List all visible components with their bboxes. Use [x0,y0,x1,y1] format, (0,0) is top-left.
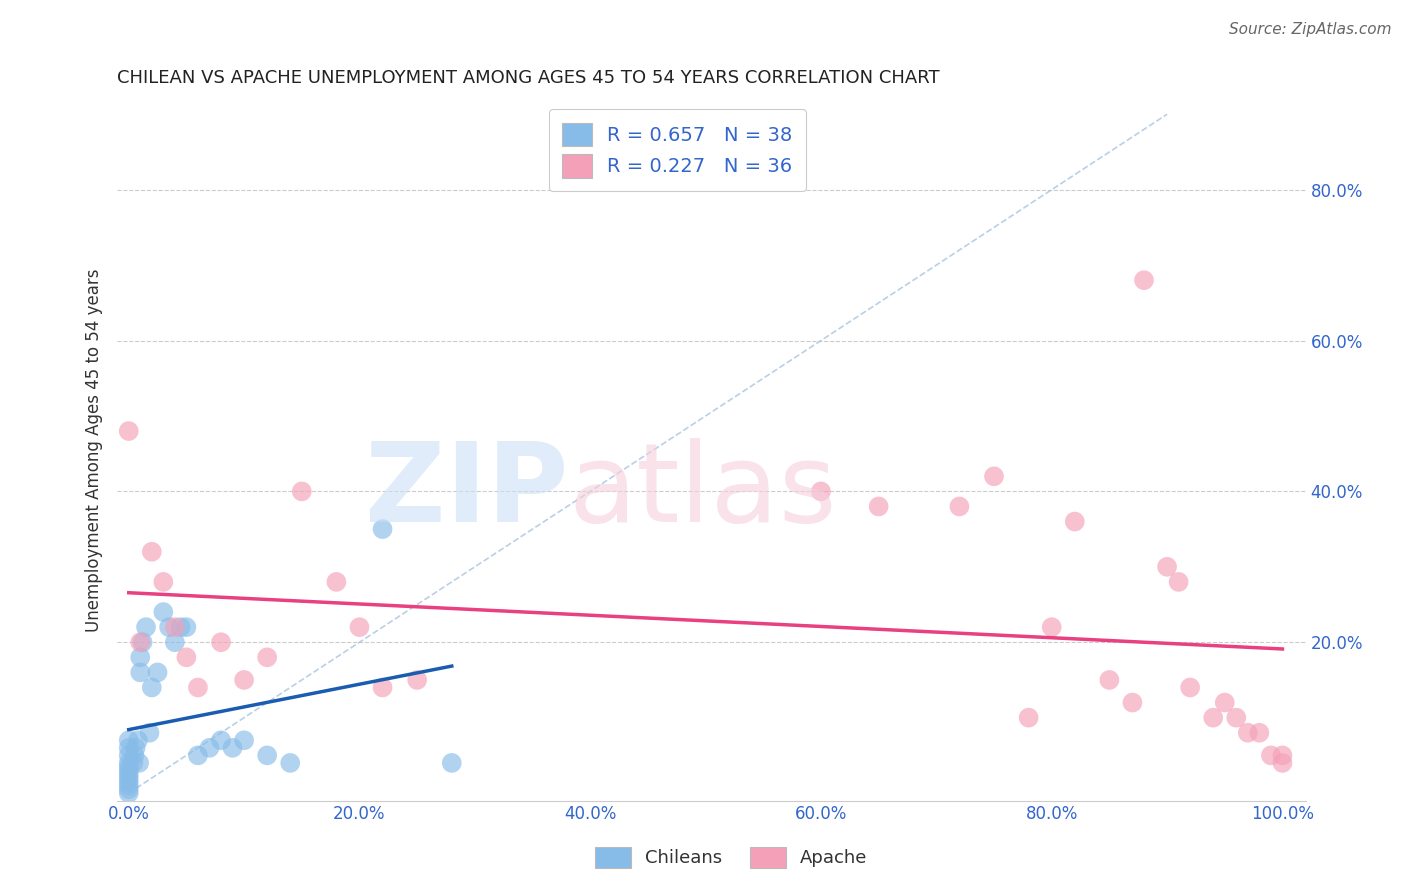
Point [1018,711,1040,725]
Point [371,522,394,536]
Point [122,756,145,770]
Point [1213,696,1236,710]
Point [118,740,141,755]
Point [1167,574,1189,589]
Point [118,424,141,438]
Point [118,767,141,781]
Point [118,771,141,785]
Point [187,681,209,695]
Point [118,733,141,747]
Point [1237,725,1260,739]
Point [146,665,169,680]
Point [118,756,141,770]
Point [118,764,141,778]
Point [221,740,243,755]
Point [371,681,394,695]
Point [118,774,141,789]
Point [256,748,278,763]
Legend: R = 0.657   N = 38, R = 0.227   N = 36: R = 0.657 N = 38, R = 0.227 N = 36 [548,109,806,192]
Point [948,500,970,514]
Text: ZIP: ZIP [366,439,569,546]
Point [1156,559,1178,574]
Point [983,469,1005,483]
Point [1271,748,1294,763]
Point [118,779,141,793]
Point [152,605,174,619]
Point [209,733,232,747]
Point [1178,681,1201,695]
Point [209,635,232,649]
Point [169,620,191,634]
Point [124,740,146,755]
Point [118,782,141,797]
Point [868,500,890,514]
Point [187,748,209,763]
Point [163,620,186,634]
Point [1271,756,1294,770]
Point [118,748,141,763]
Point [157,620,180,634]
Point [1202,711,1225,725]
Text: atlas: atlas [569,439,837,546]
Point [135,620,157,634]
Point [349,620,371,634]
Point [325,574,347,589]
Point [163,635,186,649]
Point [278,756,301,770]
Point [406,673,429,687]
Point [152,574,174,589]
Point [1133,273,1156,287]
Point [1249,725,1271,739]
Point [1121,696,1143,710]
Point [440,756,463,770]
Legend: Chileans, Apache: Chileans, Apache [583,836,879,879]
Point [1063,515,1085,529]
Point [1040,620,1063,634]
Point [1098,673,1121,687]
Point [176,650,198,665]
Point [131,635,153,649]
Point [1225,711,1247,725]
Point [176,620,198,634]
Point [1260,748,1282,763]
Point [256,650,278,665]
Point [198,740,221,755]
Point [118,760,141,774]
Point [129,650,152,665]
Point [118,786,141,800]
Point [141,681,163,695]
Text: Source: ZipAtlas.com: Source: ZipAtlas.com [1229,22,1392,37]
Point [233,673,256,687]
Point [141,545,163,559]
Point [127,733,149,747]
Y-axis label: Unemployment Among Ages 45 to 54 years: Unemployment Among Ages 45 to 54 years [86,268,103,632]
Point [128,756,150,770]
Text: CHILEAN VS APACHE UNEMPLOYMENT AMONG AGES 45 TO 54 YEARS CORRELATION CHART: CHILEAN VS APACHE UNEMPLOYMENT AMONG AGE… [117,69,939,87]
Point [129,665,152,680]
Point [138,725,160,739]
Point [810,484,832,499]
Point [233,733,256,747]
Point [129,635,152,649]
Point [124,748,146,763]
Point [291,484,314,499]
